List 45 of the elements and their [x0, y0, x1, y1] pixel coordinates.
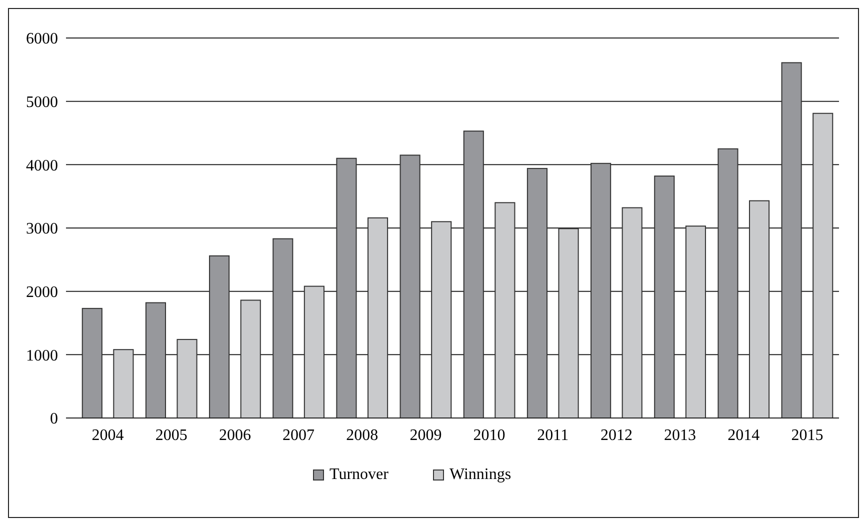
y-tick-label: 1000 [26, 347, 58, 364]
bar [558, 228, 579, 418]
bar [336, 158, 357, 418]
y-tick-label: 5000 [26, 94, 58, 111]
bar [781, 62, 802, 418]
legend-label: Turnover [330, 466, 390, 483]
legend-label: Winnings [450, 466, 512, 483]
bar [304, 286, 324, 418]
y-tick-label: 0 [50, 410, 58, 428]
x-tick-label: 2007 [282, 427, 315, 444]
bar [82, 308, 102, 418]
bar [590, 162, 612, 418]
y-tick-label: 4000 [26, 157, 58, 174]
x-tick-label: 2014 [728, 427, 760, 444]
bar [718, 148, 738, 418]
x-tick-label: 2004 [92, 427, 124, 444]
x-tick-label: 2008 [346, 427, 378, 444]
bar [240, 300, 261, 418]
bar [748, 200, 770, 418]
bar [526, 168, 548, 418]
bar [463, 130, 484, 418]
bar [812, 112, 834, 418]
bar [400, 154, 420, 418]
bar [113, 349, 134, 418]
bar [494, 202, 516, 418]
bar [367, 217, 388, 418]
bar [622, 207, 642, 418]
bar [431, 221, 452, 418]
x-tick-label: 2012 [600, 427, 632, 444]
x-tick-label: 2011 [537, 427, 569, 444]
bar [272, 238, 294, 418]
x-tick-label: 2013 [664, 427, 696, 444]
bar [145, 302, 166, 418]
y-tick-label: 2000 [26, 284, 58, 301]
y-tick-label: 6000 [26, 30, 58, 48]
bar [176, 338, 198, 418]
y-tick-label: 3000 [26, 220, 58, 238]
x-tick-label: 2005 [155, 427, 188, 444]
x-tick-label: 2009 [410, 427, 442, 444]
x-tick-label: 2015 [791, 427, 824, 444]
x-tick-label: 2010 [473, 427, 506, 444]
bar [209, 255, 230, 418]
bar [654, 176, 675, 418]
x-tick-label: 2006 [218, 427, 251, 444]
bar [685, 226, 706, 418]
